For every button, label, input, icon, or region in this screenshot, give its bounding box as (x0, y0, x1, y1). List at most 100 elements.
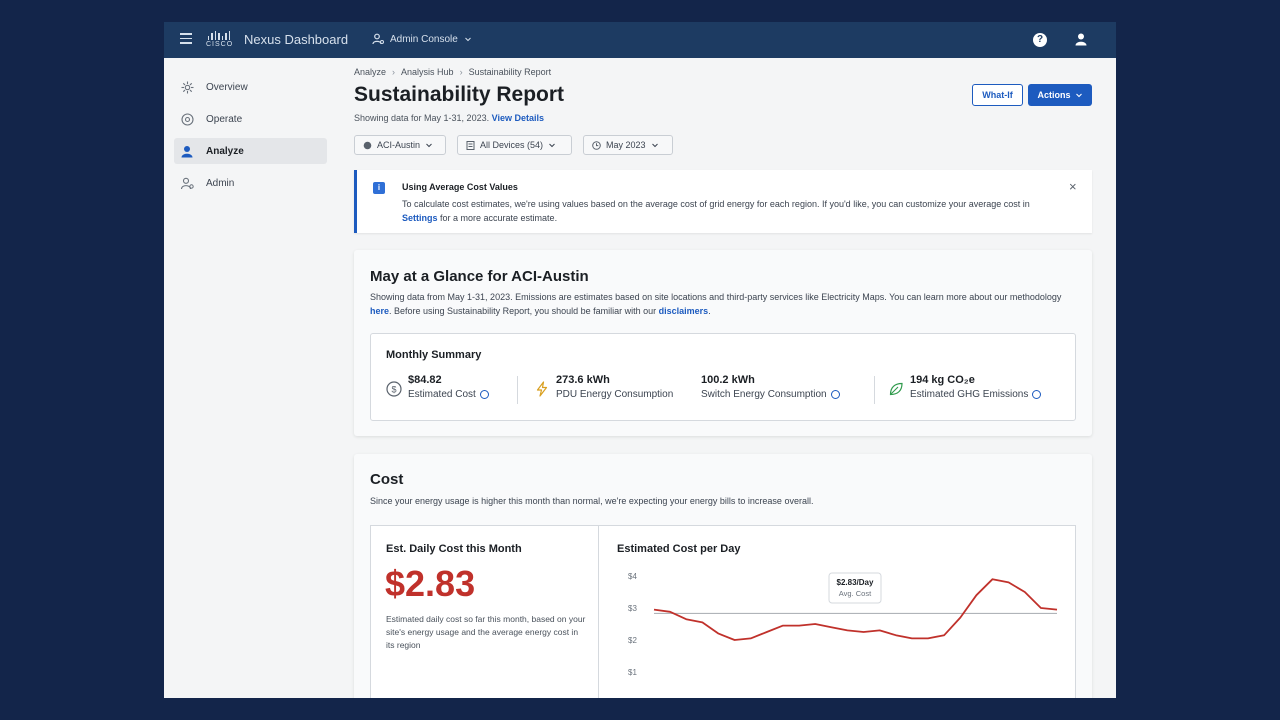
metric-ghg-emissions: 194 kg CO₂e Estimated GHG Emissions (888, 374, 1042, 400)
metric-label: PDU Energy Consumption (556, 389, 674, 400)
overview-icon (180, 80, 194, 94)
analyze-icon (180, 144, 194, 158)
divider (874, 376, 875, 404)
sidebar-item-label: Admin (206, 177, 235, 189)
help-icon[interactable]: ? (1033, 33, 1047, 47)
lightning-icon (536, 381, 548, 397)
metric-switch-energy: 100.2 kWh Switch Energy Consumption (701, 374, 840, 400)
date-filter-label: May 2023 (606, 140, 646, 150)
metric-label: Estimated Cost (408, 389, 476, 400)
metric-value: 194 kg CO₂e (910, 374, 975, 386)
here-link[interactable]: here (370, 306, 390, 316)
site-icon (363, 141, 372, 149)
settings-link[interactable]: Settings (402, 213, 438, 223)
cisco-logo-text: CISCO (206, 41, 234, 48)
sidebar-item-admin[interactable]: Admin (174, 170, 327, 196)
chevron-down-icon (1075, 93, 1082, 98)
page-subtitle-text: Showing data for May 1-31, 2023. (354, 113, 490, 123)
actions-button[interactable]: Actions (1028, 84, 1092, 106)
site-filter-label: ACI-Austin (377, 140, 421, 150)
chevron-down-icon (464, 37, 471, 42)
banner-title: Using Average Cost Values (402, 182, 518, 192)
glance-card: May at a Glance for ACI-Austin Showing d… (354, 250, 1092, 436)
app-window: CISCO Nexus Dashboard Admin Console ? Ov… (164, 22, 1116, 698)
glance-text-part: Showing data from May 1-31, 2023. Emissi… (370, 292, 1062, 302)
sidebar-item-label: Analyze (206, 145, 244, 157)
cost-series-line (653, 578, 1058, 641)
breadcrumb-separator: › (459, 67, 463, 77)
cost-line-chart: $4 $3 $2 $1 $2.83/Day Avg. Cost (628, 572, 1058, 677)
device-filter-dropdown[interactable]: All Devices (54) (457, 135, 572, 155)
daily-cost-panel: Est. Daily Cost this Month $2.83 Estimat… (370, 525, 598, 698)
sidebar: Overview Operate Analyze Admin (164, 58, 336, 698)
metric-pdu-energy: 273.6 kWh PDU Energy Consumption (534, 374, 673, 400)
breadcrumb-current: Sustainability Report (468, 67, 552, 77)
sidebar-item-operate[interactable]: Operate (174, 106, 327, 132)
site-filter-dropdown[interactable]: ACI-Austin (354, 135, 446, 155)
cost-title: Cost (370, 471, 404, 488)
sidebar-item-analyze[interactable]: Analyze (174, 138, 327, 164)
chevron-down-icon (426, 143, 432, 148)
page-subtitle: Showing data for May 1-31, 2023. View De… (354, 113, 544, 123)
console-selector[interactable]: Admin Console (372, 33, 472, 45)
chevron-down-icon (549, 143, 555, 148)
info-circle-icon[interactable] (479, 390, 489, 399)
clock-icon (592, 140, 601, 150)
info-circle-icon[interactable] (1032, 390, 1042, 399)
what-if-button[interactable]: What-If (972, 84, 1023, 106)
glance-title: May at a Glance for ACI-Austin (370, 268, 589, 285)
dollar-icon: $ (386, 381, 402, 397)
glance-text-part: . (708, 306, 711, 316)
date-filter-dropdown[interactable]: May 2023 (583, 135, 673, 155)
banner-text-part: To calculate cost estimates, we're using… (402, 199, 1030, 209)
page-title: Sustainability Report (354, 83, 565, 106)
metric-label: Estimated GHG Emissions (910, 389, 1029, 400)
breadcrumb-analysis-hub[interactable]: Analysis Hub (401, 67, 454, 77)
actions-label: Actions (1037, 90, 1071, 100)
metric-value: $84.82 (408, 374, 442, 386)
glance-text-part: . Before using Sustainability Report, yo… (389, 306, 659, 316)
sidebar-item-overview[interactable]: Overview (174, 74, 327, 100)
top-bar: CISCO Nexus Dashboard Admin Console ? (164, 22, 1116, 58)
banner-text-part: for a more accurate estimate. (437, 213, 558, 223)
admin-icon (180, 176, 194, 190)
cost-per-day-chart: Estimated Cost per Day $4 $3 $2 $1 $2.83/Day… (598, 525, 1076, 698)
divider (517, 376, 518, 404)
leaf-icon (889, 382, 903, 396)
y-tick-label: $1 (628, 668, 637, 677)
app-title: Nexus Dashboard (244, 32, 349, 47)
y-tick-label: $2 (628, 636, 637, 645)
info-circle-icon[interactable] (830, 390, 840, 399)
close-icon[interactable]: × (1069, 179, 1077, 194)
user-icon[interactable] (1074, 32, 1088, 46)
cisco-logo: CISCO (206, 31, 232, 49)
info-icon: i (373, 182, 385, 194)
avg-cost-tooltip (828, 572, 882, 604)
admin-person-icon (372, 33, 384, 45)
banner-text: To calculate cost estimates, we're using… (402, 197, 1032, 225)
cost-text: Since your energy usage is higher this m… (370, 496, 814, 506)
breadcrumb-analyze[interactable]: Analyze (354, 67, 387, 77)
avg-cost-tooltip-label: Avg. Cost (839, 589, 872, 598)
metric-estimated-cost: $ $84.82 Estimated Cost (386, 374, 489, 400)
console-label: Admin Console (390, 33, 458, 45)
svg-text:$: $ (391, 385, 396, 395)
y-tick-label: $4 (628, 572, 637, 581)
sidebar-item-label: Overview (206, 81, 248, 93)
operate-icon (180, 112, 194, 126)
daily-cost-text: Estimated daily cost so far this month, … (386, 614, 586, 650)
disclaimers-link[interactable]: disclaimers (658, 306, 709, 316)
device-icon (466, 140, 475, 150)
chevron-down-icon (651, 143, 658, 148)
metric-label: Switch Energy Consumption (701, 389, 827, 400)
monthly-summary-title: Monthly Summary (386, 349, 482, 361)
cost-card: Cost Since your energy usage is higher t… (354, 454, 1092, 698)
metric-value: 273.6 kWh (556, 374, 610, 386)
sidebar-item-label: Operate (206, 113, 243, 125)
avg-cost-tooltip-value: $2.83/Day (837, 578, 874, 587)
breadcrumb: Analyze › Analysis Hub › Sustainability … (354, 67, 551, 77)
daily-cost-title: Est. Daily Cost this Month (386, 543, 522, 555)
hamburger-menu-icon[interactable] (180, 33, 192, 45)
view-details-link[interactable]: View Details (491, 113, 544, 123)
average-cost-banner: i Using Average Cost Values To calculate… (354, 170, 1092, 233)
